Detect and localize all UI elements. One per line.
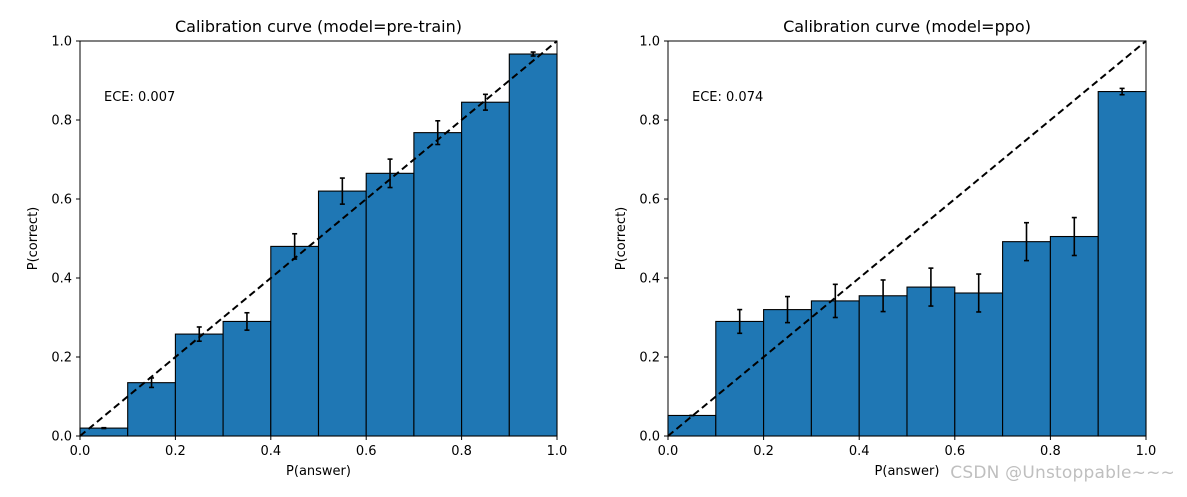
errorbar-pretrain-5 — [339, 177, 345, 205]
bar-pretrain-8 — [461, 101, 510, 437]
chart-pretrain: 0.0 0.2 0.4 0.6 0.8 1.0 0.0 0.2 0.4 0.6 0.8 1.0 Cali… — [26, 17, 567, 479]
bar-ppo-5 — [906, 286, 956, 437]
xtick-label-ppo-1: 0.2 — [753, 444, 774, 459]
ytick-label-ppo-3: 0.6 — [639, 193, 660, 208]
xtick-label-ppo-2: 0.4 — [849, 444, 870, 459]
bar-pretrain-6 — [365, 172, 415, 437]
diagonal-line-ppo — [667, 40, 1147, 437]
bar-ppo-8 — [1049, 235, 1099, 437]
ytick-label-ppo-4: 0.8 — [639, 114, 660, 129]
ytick-label-ppo-2: 0.4 — [639, 272, 660, 287]
errorbar-pretrain-9 — [530, 51, 536, 57]
bar-ppo-6 — [954, 292, 1004, 437]
errorbar-ppo-6 — [976, 273, 982, 313]
errorbar-ppo-4 — [880, 279, 886, 313]
xtick-label-ppo-4: 0.8 — [1040, 444, 1061, 459]
chart-title-pretrain: Calibration curve (model=pre-train) — [175, 17, 462, 36]
xtick-label-ppo-0: 0.0 — [658, 444, 679, 459]
ytick-label-ppo-5: 1.0 — [639, 35, 660, 50]
errorbar-pretrain-2 — [196, 326, 202, 343]
bar-ppo-4 — [858, 295, 908, 437]
bar-ppo-3 — [810, 300, 860, 437]
errorbar-ppo-5 — [928, 267, 934, 307]
axes-frame-pretrain — [79, 40, 558, 437]
errorbar-pretrain-0 — [101, 426, 107, 430]
watermark: CSDN @Unstoppable~~~ — [950, 463, 1175, 483]
xtick-label-pretrain-1: 0.2 — [165, 444, 186, 459]
errorbar-ppo-2 — [785, 295, 790, 324]
bar-pretrain-7 — [413, 132, 463, 437]
errorbar-pretrain-6 — [387, 158, 393, 189]
diagonal-line-pretrain — [79, 40, 558, 437]
bar-ppo-9 — [1097, 91, 1147, 437]
xtick-label-ppo-5: 1.0 — [1136, 444, 1157, 459]
ytick-label-pretrain-5: 1.0 — [51, 35, 72, 50]
errorbar-pretrain-3 — [244, 311, 250, 331]
errorbar-ppo-3 — [832, 283, 838, 319]
bar-pretrain-3 — [222, 320, 272, 437]
xlabel-pretrain: P(answer) — [286, 464, 351, 479]
errorbar-ppo-8 — [1071, 216, 1077, 257]
chart-title-ppo: Calibration curve (model=ppo) — [783, 17, 1031, 36]
ece-annotation-pretrain: ECE: 0.007 — [104, 90, 175, 105]
xtick-label-pretrain-2: 0.4 — [260, 444, 281, 459]
ylabel-pretrain: P(correct) — [26, 207, 41, 271]
xtick-label-pretrain-0: 0.0 — [70, 444, 91, 459]
errorbar-ppo-1 — [737, 308, 743, 335]
ece-annotation-ppo: ECE: 0.074 — [692, 90, 763, 105]
xtick-label-ppo-3: 0.6 — [944, 444, 965, 459]
xtick-label-pretrain-5: 1.0 — [547, 444, 568, 459]
bar-pretrain-2 — [174, 333, 224, 437]
bar-ppo-7 — [1002, 241, 1051, 437]
ytick-label-ppo-0: 0.0 — [639, 430, 660, 445]
xtick-label-pretrain-4: 0.8 — [451, 444, 472, 459]
xtick-label-pretrain-3: 0.6 — [356, 444, 377, 459]
xlabel-ppo: P(answer) — [875, 464, 940, 479]
bar-ppo-0 — [667, 414, 717, 437]
ytick-label-pretrain-4: 0.8 — [51, 114, 72, 129]
ytick-label-pretrain-0: 0.0 — [51, 430, 72, 445]
errorbar-ppo-9 — [1119, 87, 1125, 96]
chart-ppo: 0.0 0.2 0.4 0.6 0.8 1.0 0.0 0.2 0.4 0.6 0.8 1.0 Cali… — [614, 17, 1156, 479]
bar-ppo-1 — [715, 320, 765, 437]
ytick-label-pretrain-1: 0.2 — [51, 351, 72, 366]
errorbar-ppo-7 — [1024, 221, 1029, 262]
axes-frame-ppo — [667, 40, 1147, 437]
ylabel-ppo: P(correct) — [614, 207, 629, 271]
ytick-label-pretrain-2: 0.4 — [51, 272, 72, 287]
errorbar-pretrain-8 — [482, 93, 488, 111]
bar-pretrain-4 — [270, 245, 320, 437]
ytick-label-ppo-1: 0.2 — [639, 351, 660, 366]
bar-pretrain-9 — [508, 53, 558, 437]
bar-pretrain-5 — [317, 190, 367, 437]
ytick-label-pretrain-3: 0.6 — [51, 193, 72, 208]
bar-ppo-2 — [763, 309, 812, 437]
